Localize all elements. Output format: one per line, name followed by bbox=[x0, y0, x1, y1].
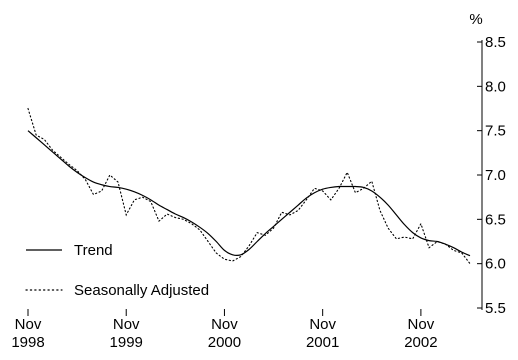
series-line-trend bbox=[27, 130, 471, 257]
y-tick-label: 8.5 bbox=[485, 34, 506, 51]
x-tick-label-year: 2000 bbox=[208, 334, 241, 351]
x-tick-label-year: 1999 bbox=[110, 334, 143, 351]
x-tick-label-year: 2002 bbox=[404, 334, 437, 351]
legend-label-trend: Trend bbox=[74, 242, 113, 259]
x-tick-label-month: Nov bbox=[309, 316, 336, 333]
y-tick-label: 6.0 bbox=[485, 256, 506, 273]
legend-label-seasonally-adjusted: Seasonally Adjusted bbox=[74, 282, 209, 299]
series-layer bbox=[27, 107, 471, 265]
y-tick-label: 5.5 bbox=[485, 300, 506, 317]
y-tick-label: 7.5 bbox=[485, 123, 506, 140]
y-tick-label: 7.0 bbox=[485, 167, 506, 184]
x-tick-label-month: Nov bbox=[113, 316, 140, 333]
y-tick-label: 8.0 bbox=[485, 78, 506, 95]
y-unit-label: % bbox=[469, 11, 482, 28]
x-tick-label-year: 2001 bbox=[306, 334, 339, 351]
series-line-seasonally-adjusted bbox=[27, 107, 471, 265]
legend: Trend Seasonally Adjusted bbox=[25, 242, 209, 299]
x-tick-label-year: 1998 bbox=[11, 334, 44, 351]
x-tick-label-month: Nov bbox=[211, 316, 238, 333]
x-tick-label-month: Nov bbox=[408, 316, 435, 333]
x-tick-label-month: Nov bbox=[15, 316, 42, 333]
y-axis: % 5.5 6.0 6.5 7.0 7.5 8.0 8.5 bbox=[469, 11, 506, 317]
y-tick-label: 6.5 bbox=[485, 211, 506, 228]
